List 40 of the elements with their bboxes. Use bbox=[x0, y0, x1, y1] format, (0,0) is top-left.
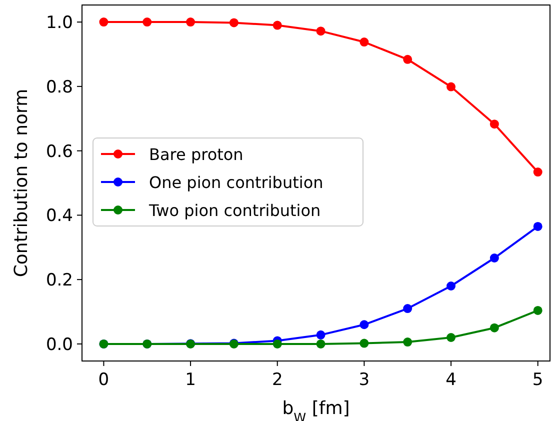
point bbox=[533, 306, 542, 315]
point bbox=[360, 38, 369, 47]
point bbox=[229, 18, 238, 28]
point bbox=[316, 339, 326, 348]
point bbox=[99, 18, 108, 27]
point bbox=[316, 26, 326, 36]
point bbox=[490, 120, 499, 129]
point bbox=[272, 20, 282, 30]
point bbox=[403, 338, 412, 347]
point bbox=[316, 330, 326, 340]
point bbox=[403, 54, 412, 64]
point bbox=[360, 320, 369, 330]
y-tick-label: 0.6 bbox=[46, 142, 73, 162]
point bbox=[403, 304, 412, 314]
point bbox=[490, 323, 499, 332]
x-tick-label: 5 bbox=[532, 370, 544, 390]
x-tick-label: 4 bbox=[446, 370, 456, 390]
point bbox=[186, 18, 196, 27]
y-tick-label: 0.4 bbox=[46, 206, 73, 226]
x-tick-label: 1 bbox=[185, 370, 196, 390]
y-tick-label: 0.0 bbox=[46, 334, 73, 355]
x-tick-label: 3 bbox=[358, 370, 370, 390]
point bbox=[446, 282, 456, 290]
point bbox=[446, 333, 456, 342]
point bbox=[272, 339, 282, 348]
y-tick-label: 0.2 bbox=[46, 270, 73, 291]
point bbox=[360, 338, 369, 348]
point bbox=[533, 222, 542, 231]
legend-label: One pion contribution bbox=[149, 173, 324, 192]
y-tick-label: 0.8 bbox=[46, 77, 73, 98]
x-tick-label: 2 bbox=[272, 370, 283, 390]
point bbox=[142, 18, 152, 27]
x-tick-label: 0 bbox=[98, 370, 110, 390]
point bbox=[446, 82, 456, 92]
legend-label: Bare proton bbox=[149, 145, 244, 164]
legend-label: Two pion contribution bbox=[148, 201, 321, 220]
y-tick-label: 1.0 bbox=[46, 13, 73, 34]
point bbox=[490, 254, 499, 262]
point bbox=[533, 168, 542, 177]
y-axis-title: Contribution to norm bbox=[11, 88, 32, 278]
